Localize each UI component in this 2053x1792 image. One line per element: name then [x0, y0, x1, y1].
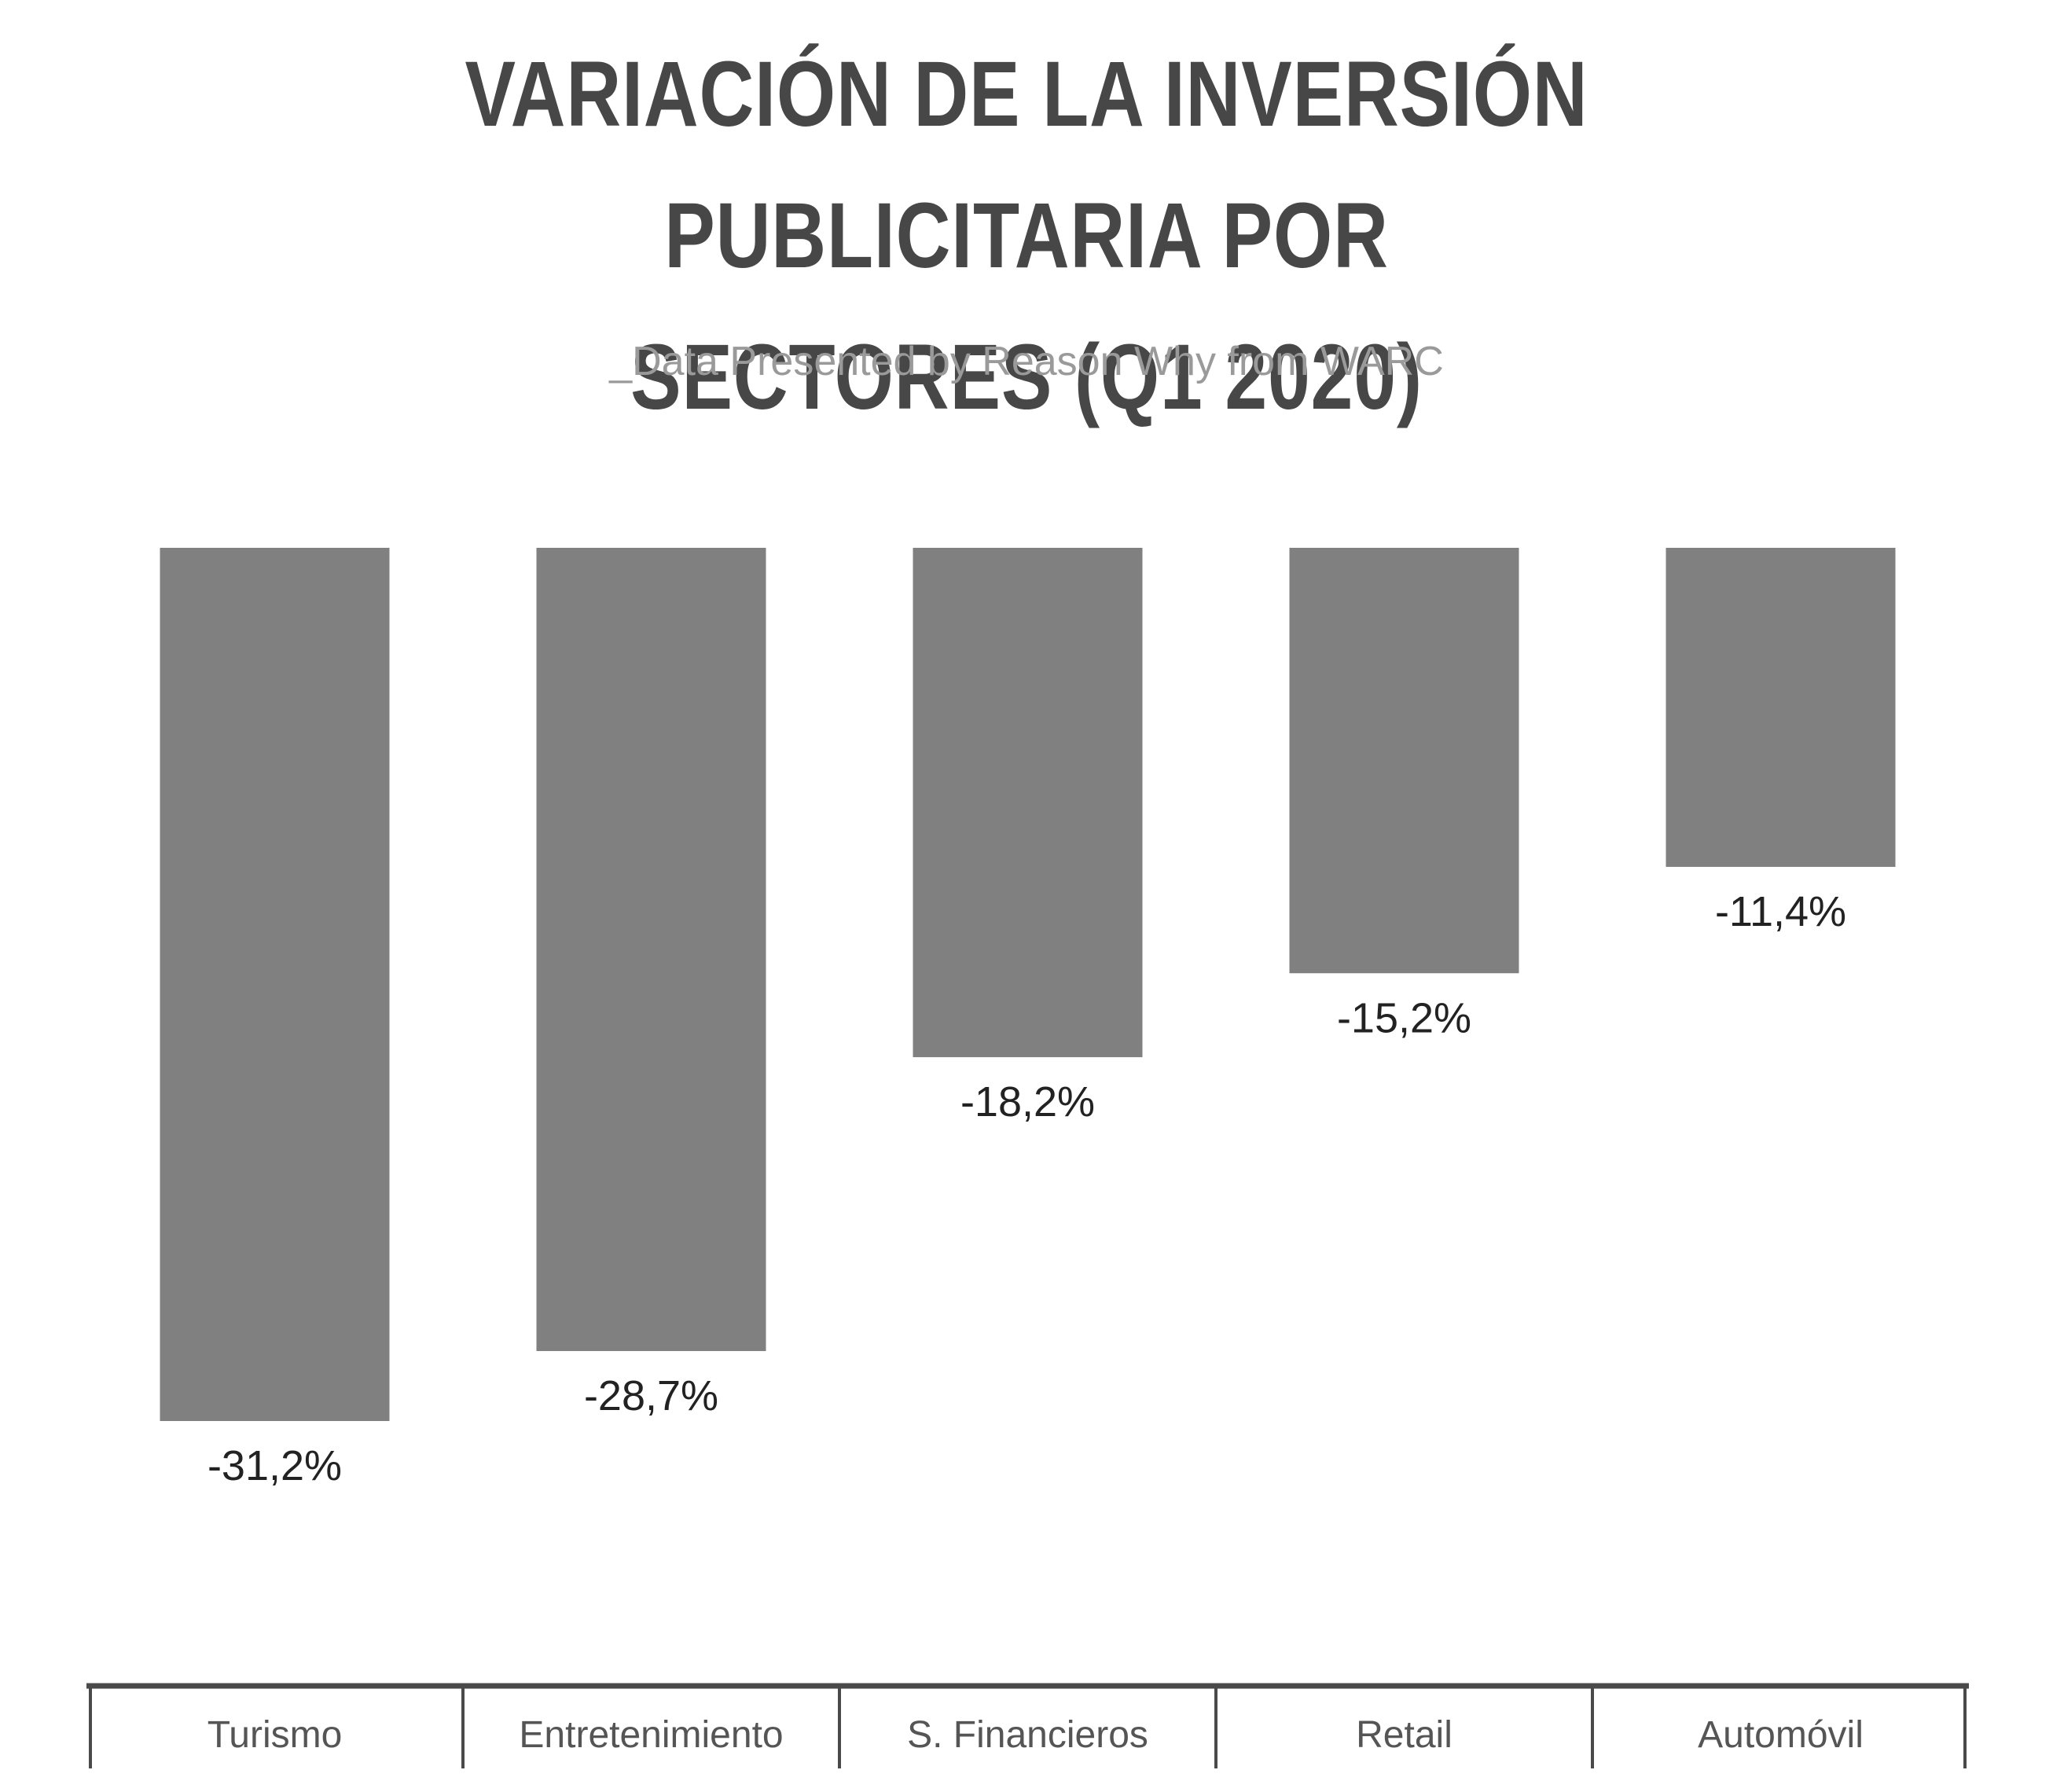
value-label: -31,2%	[208, 1442, 342, 1489]
bar-automóvil	[1666, 548, 1896, 867]
value-label: -18,2%	[960, 1078, 1095, 1126]
value-label: -15,2%	[1337, 994, 1471, 1041]
value-labels-group: -31,2% -28,7% -18,2% -15,2% -11,4%	[208, 888, 1846, 1489]
bars-group	[160, 548, 1896, 1421]
category-label: Retail	[1356, 1714, 1453, 1756]
bar-s-financieros	[913, 548, 1143, 1058]
chart-subtitle: _Data Presented by Reason Why from WARC	[609, 339, 1444, 384]
category-label: Turismo	[208, 1714, 343, 1756]
category-label: Entretenimiento	[519, 1714, 783, 1756]
value-label: -11,4%	[1715, 888, 1846, 935]
bar-turismo	[160, 548, 390, 1421]
category-label: S. Financieros	[907, 1714, 1148, 1756]
category-axis	[86, 1683, 1969, 1768]
chart-title: VARIACIÓN DE LA INVERSIÓN PUBLICITARIA P…	[465, 42, 1588, 429]
bar-retail	[1289, 548, 1519, 974]
bar-entretenimiento	[536, 548, 766, 1351]
category-labels-group: Turismo Entretenimiento S. Financieros Reta…	[208, 1714, 1864, 1756]
value-label: -28,7%	[584, 1372, 718, 1419]
category-label: Automóvil	[1698, 1714, 1864, 1756]
